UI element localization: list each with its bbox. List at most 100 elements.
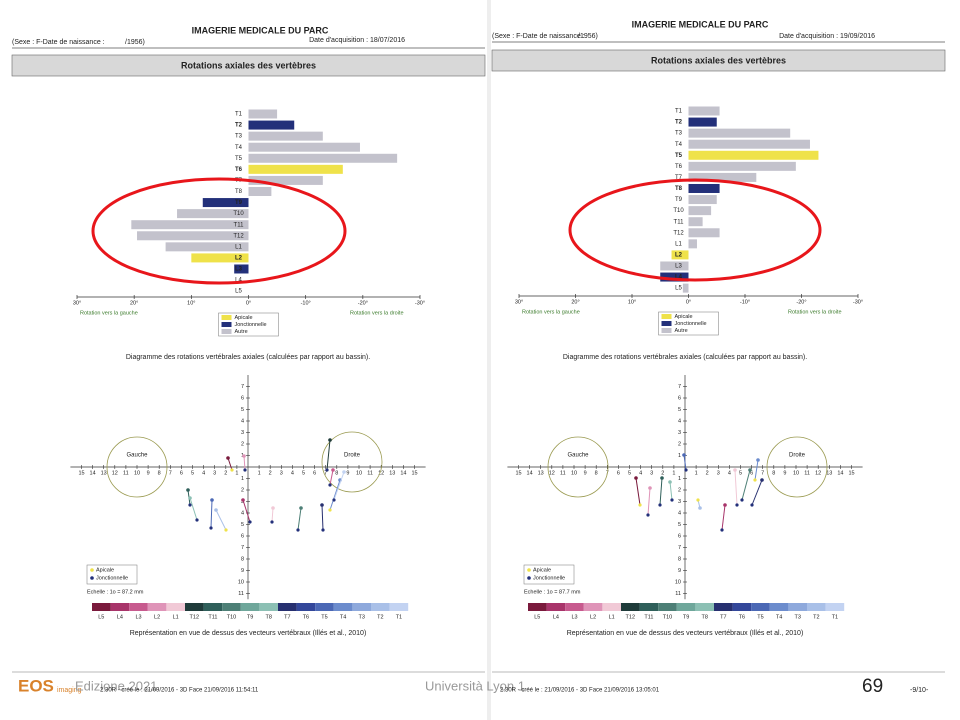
h-tick-label: 14 xyxy=(90,470,96,476)
color-swatch xyxy=(333,603,353,611)
vector-head xyxy=(271,506,275,510)
vector-legend-label: Apicale xyxy=(96,567,114,573)
vector-head xyxy=(733,468,737,472)
bar xyxy=(688,217,703,227)
vector-head xyxy=(682,453,686,457)
bar xyxy=(191,253,249,263)
v-tick-label: 4 xyxy=(241,510,244,516)
v-tick-label: 6 xyxy=(678,533,681,539)
logo-sub: imaging xyxy=(57,687,82,694)
vector-arrow xyxy=(741,469,751,501)
legend-label: Jonctionnelle xyxy=(235,322,267,328)
category-label: L4 xyxy=(675,275,683,281)
v-tick-label: 10 xyxy=(238,579,244,585)
x-tick-label: -30° xyxy=(853,299,863,305)
vector-base xyxy=(209,526,213,530)
gauche-circle xyxy=(106,436,168,498)
category-label: T9 xyxy=(235,200,243,206)
category-label: T12 xyxy=(233,233,244,239)
vector-base xyxy=(328,508,332,512)
x-tick-label: 20° xyxy=(571,299,579,305)
color-swatch xyxy=(565,603,584,611)
color-swatch xyxy=(788,603,807,611)
vector-arrow xyxy=(754,459,759,481)
h-tick-label: 1 xyxy=(672,470,675,476)
legend-box xyxy=(658,311,719,336)
vector-base xyxy=(750,503,754,507)
vector-base xyxy=(638,503,642,507)
h-tick-label: 7 xyxy=(761,470,764,476)
h-tick-label: 11 xyxy=(367,470,373,476)
bar xyxy=(660,261,689,271)
vector-base xyxy=(720,528,724,532)
vector-arrow xyxy=(215,509,227,531)
h-tick-label: 6 xyxy=(750,470,753,476)
vector-base xyxy=(321,528,325,532)
category-label: T8 xyxy=(235,189,243,195)
h-tick-label: 2 xyxy=(224,470,227,476)
color-scale-label: T5 xyxy=(757,614,763,620)
h-tick-label: 2 xyxy=(269,470,272,476)
h-tick-label: 4 xyxy=(639,470,642,476)
droite-circle xyxy=(321,431,383,493)
bar xyxy=(682,283,689,293)
legend-swatch xyxy=(221,329,232,334)
vector-base xyxy=(658,503,662,507)
vector-base xyxy=(646,513,650,517)
h-tick-label: 5 xyxy=(628,470,631,476)
legend-swatch xyxy=(661,321,672,326)
v-tick-label: 10 xyxy=(675,579,681,585)
bar xyxy=(688,195,717,205)
acquisition: Date d'acquisition : 18/07/2016 xyxy=(309,37,405,44)
legend-swatch xyxy=(661,314,672,319)
x-tick-label: -20° xyxy=(796,299,806,305)
h-tick-label: 7 xyxy=(324,470,327,476)
color-scale-label: T4 xyxy=(340,614,346,620)
vector-head xyxy=(188,496,192,500)
category-label: L5 xyxy=(675,286,682,292)
color-swatch xyxy=(92,603,111,611)
v-tick-label: 5 xyxy=(678,522,681,528)
h-tick-label: 5 xyxy=(191,470,194,476)
vector-legend-dot xyxy=(90,576,94,580)
h-tick-label: 4 xyxy=(728,470,731,476)
v-tick-label: 7 xyxy=(678,384,681,390)
category-label: L3 xyxy=(235,267,243,273)
vector-arrow xyxy=(333,471,345,501)
vector-arrow xyxy=(751,479,763,506)
vector-head xyxy=(760,478,764,482)
vector-base xyxy=(188,503,192,507)
v-tick-label: 8 xyxy=(241,556,244,562)
color-swatch xyxy=(222,603,241,611)
color-scale-label: T10 xyxy=(227,614,236,620)
bar xyxy=(688,150,819,160)
left-label: Rotation vers la gauche xyxy=(522,309,580,315)
vector-head xyxy=(320,503,324,507)
vector-caption: Représentation en vue de dessus des vect… xyxy=(130,630,367,637)
category-label: T3 xyxy=(675,131,683,137)
vector-arrow xyxy=(271,507,274,523)
vector-head xyxy=(634,476,638,480)
category-label: L4 xyxy=(235,278,242,284)
vector-base xyxy=(195,518,199,522)
h-tick-label: 9 xyxy=(584,470,587,476)
legend-swatch xyxy=(221,315,232,320)
color-swatch xyxy=(371,603,390,611)
h-tick-label: 10 xyxy=(571,470,577,476)
h-tick-label: 15 xyxy=(515,470,521,476)
h-tick-label: 14 xyxy=(527,470,533,476)
edition: Edizione 2021 xyxy=(75,678,157,693)
vector-arrow xyxy=(659,477,663,506)
color-scale-label: T6 xyxy=(739,614,745,620)
h-tick-label: 3 xyxy=(650,470,653,476)
color-swatch xyxy=(389,603,409,611)
bar xyxy=(688,172,757,182)
category-label: T5 xyxy=(675,153,683,159)
vector-head xyxy=(186,488,190,492)
report-title: IMAGERIE MEDICALE DU PARC xyxy=(632,19,769,29)
scale-label: Echelle : 1o = 87.7 mm xyxy=(524,589,581,595)
vector-arrow xyxy=(242,499,251,523)
color-swatch xyxy=(751,603,770,611)
color-swatch xyxy=(166,603,185,611)
